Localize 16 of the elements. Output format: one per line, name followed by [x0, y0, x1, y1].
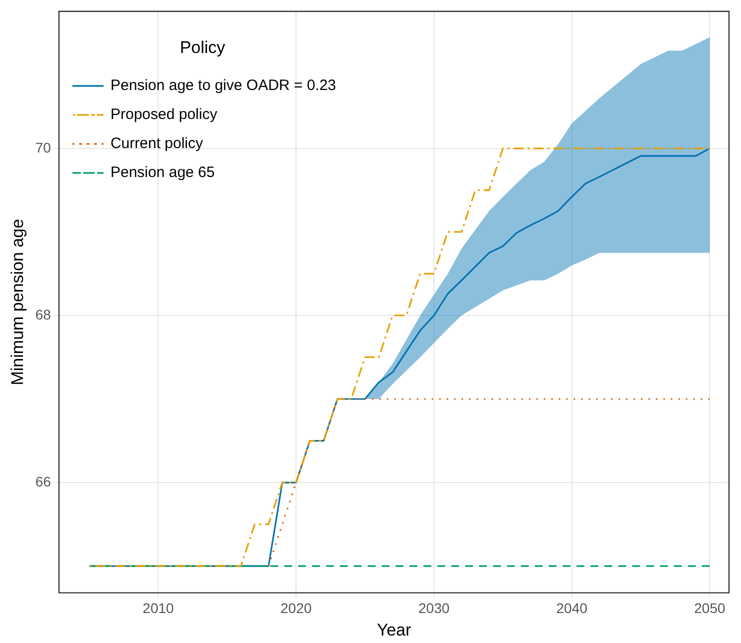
- y-tick-label: 66: [35, 473, 52, 490]
- legend-label: Current policy: [110, 135, 204, 152]
- legend-title: Policy: [180, 38, 226, 58]
- y-tick-label: 70: [35, 139, 52, 156]
- x-axis-title: Year: [376, 620, 412, 640]
- legend-label: Pension age 65: [110, 164, 215, 182]
- x-tick-label: 2010: [142, 600, 174, 616]
- x-tick-label: 2020: [280, 600, 312, 616]
- legend-label: Proposed policy: [110, 106, 218, 124]
- x-tick-label: 2050: [694, 600, 726, 616]
- line-series: [268, 398, 710, 567]
- y-axis-title: Minimum pension age: [8, 218, 27, 386]
- y-tick-label: 68: [35, 306, 52, 322]
- x-tick-label: 2030: [418, 600, 450, 616]
- x-tick-label: 2040: [556, 600, 588, 616]
- legend-label: Pension age to give OADR = 0.23: [110, 77, 336, 94]
